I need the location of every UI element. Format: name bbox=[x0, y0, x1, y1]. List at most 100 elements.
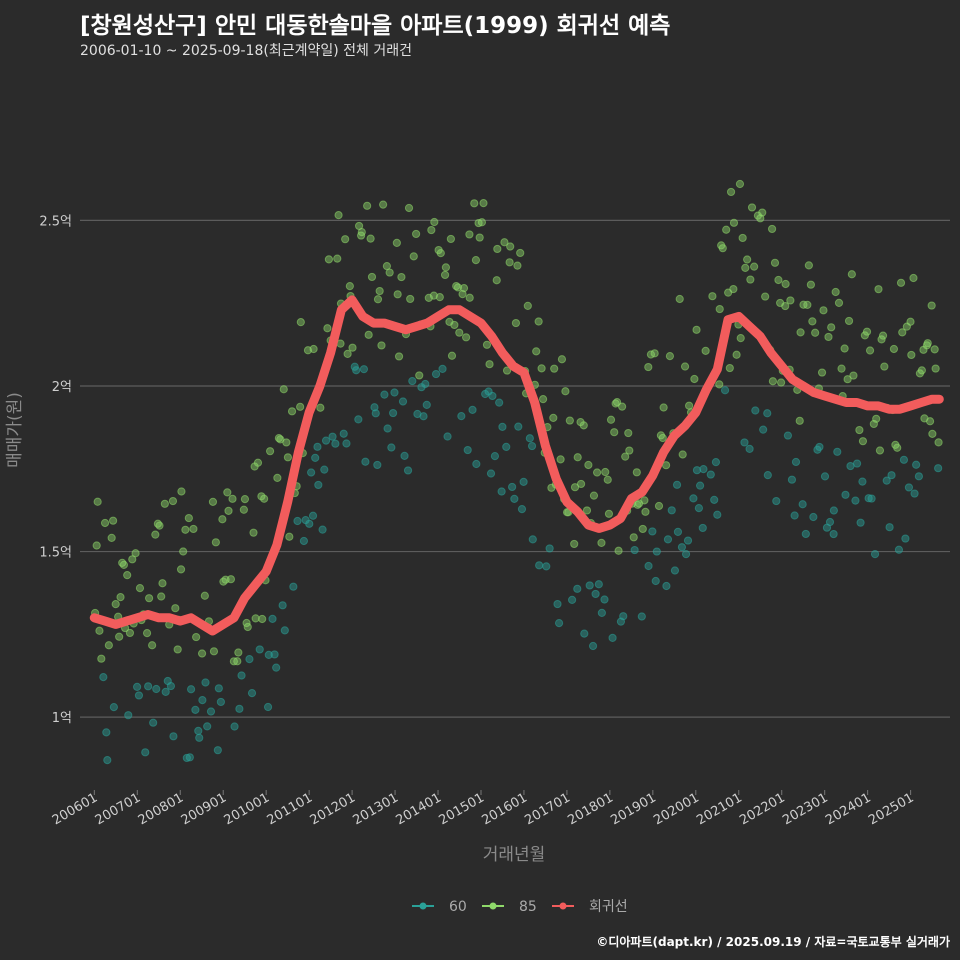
scatter-point-85 bbox=[722, 225, 731, 234]
scatter-point-60 bbox=[103, 755, 112, 765]
scatter-point-85 bbox=[171, 604, 180, 613]
scatter-point-85 bbox=[234, 648, 243, 657]
scatter-point-60 bbox=[698, 523, 707, 533]
scatter-point-85 bbox=[735, 179, 745, 189]
scatter-point-60 bbox=[858, 477, 867, 486]
scatter-point-85 bbox=[470, 199, 479, 208]
x-axis-title: 거래년월 bbox=[483, 845, 546, 865]
scatter-point-85 bbox=[576, 479, 586, 489]
scatter-point-85 bbox=[738, 233, 747, 243]
scatter-point-85 bbox=[131, 549, 140, 558]
scatter-point-85 bbox=[573, 453, 582, 462]
scatter-point-85 bbox=[363, 201, 372, 210]
scatter-point-60 bbox=[305, 519, 314, 528]
scatter-point-85 bbox=[116, 593, 125, 602]
scatter-point-60 bbox=[672, 480, 682, 489]
scatter-point-85 bbox=[128, 555, 137, 564]
scatter-point-85 bbox=[493, 244, 502, 254]
scatter-point-85 bbox=[324, 255, 333, 264]
scatter-point-60 bbox=[313, 442, 322, 451]
scatter-point-85 bbox=[440, 270, 450, 280]
scatter-point-85 bbox=[539, 395, 548, 404]
scatter-point-60 bbox=[214, 684, 223, 693]
scatter-point-60 bbox=[885, 523, 894, 532]
scatter-point-85 bbox=[781, 279, 790, 289]
scatter-point-85 bbox=[582, 506, 592, 515]
scatter-point-85 bbox=[928, 429, 937, 438]
scatter-point-85 bbox=[192, 632, 201, 642]
scatter-point-85 bbox=[239, 505, 248, 514]
scatter-point-85 bbox=[429, 291, 438, 300]
scatter-point-85 bbox=[461, 333, 471, 342]
scatter-point-60 bbox=[864, 494, 873, 503]
scatter-point-85 bbox=[650, 349, 659, 358]
scatter-point-60 bbox=[751, 406, 760, 415]
scatter-point-60 bbox=[191, 705, 200, 714]
scatter-point-60 bbox=[740, 438, 749, 447]
scatter-point-60 bbox=[763, 471, 772, 480]
scatter-point-60 bbox=[608, 633, 617, 642]
scatter-point-60 bbox=[328, 432, 337, 441]
scatter-point-85 bbox=[896, 278, 906, 287]
scatter-point-60 bbox=[798, 500, 807, 509]
scatter-point-60 bbox=[670, 566, 680, 575]
scatter-point-60 bbox=[790, 511, 799, 520]
scatter-point-85 bbox=[296, 402, 305, 411]
scatter-point-60 bbox=[280, 626, 289, 635]
scatter-point-60 bbox=[264, 650, 273, 659]
scatter-point-85 bbox=[675, 294, 684, 304]
scatter-point-60 bbox=[339, 429, 348, 438]
legend-label: 60 bbox=[449, 899, 467, 915]
scatter-point-85 bbox=[505, 258, 514, 267]
x-tick-label: 201001 bbox=[222, 790, 272, 828]
scatter-point-60 bbox=[791, 457, 801, 467]
scatter-point-85 bbox=[273, 473, 282, 483]
scatter-point-60 bbox=[573, 584, 582, 593]
scatter-point-60 bbox=[829, 529, 838, 539]
scatter-point-60 bbox=[161, 687, 170, 696]
scatter-point-85 bbox=[189, 524, 198, 534]
scatter-point-85 bbox=[715, 380, 724, 389]
scatter-point-85 bbox=[357, 227, 366, 237]
scatter-point-85 bbox=[725, 363, 734, 373]
scatter-point-60 bbox=[380, 390, 389, 399]
scatter-point-85 bbox=[614, 546, 623, 555]
scatter-point-85 bbox=[708, 292, 717, 301]
scatter-point-60 bbox=[699, 465, 708, 474]
scatter-point-85 bbox=[377, 341, 386, 350]
scatter-point-60 bbox=[542, 562, 551, 571]
x-tick-label: 202201 bbox=[737, 790, 787, 828]
scatter-point-60 bbox=[662, 581, 671, 591]
scatter-point-85 bbox=[931, 364, 940, 373]
scatter-point-85 bbox=[115, 632, 124, 641]
y-tick-label: 1억 bbox=[52, 711, 72, 726]
scatter-point-60 bbox=[472, 459, 481, 469]
scatter-point-60 bbox=[851, 496, 860, 505]
y-tick-label: 2.5억 bbox=[39, 214, 72, 229]
scatter-point-85 bbox=[285, 532, 294, 541]
scatter-point-85 bbox=[906, 317, 915, 326]
scatter-point-85 bbox=[819, 306, 828, 315]
scatter-point-60 bbox=[783, 431, 793, 440]
scatter-point-85 bbox=[157, 592, 166, 601]
scatter-point-60 bbox=[99, 673, 108, 682]
scatter-point-60 bbox=[545, 544, 554, 553]
y-tick-label: 1.5억 bbox=[39, 546, 72, 561]
scatter-point-85 bbox=[109, 516, 118, 525]
x-tick-label: 200801 bbox=[136, 790, 186, 828]
scatter-points bbox=[90, 179, 943, 765]
scatter-point-85 bbox=[827, 323, 836, 332]
scatter-point-60 bbox=[419, 412, 428, 421]
scatter-point-60 bbox=[373, 460, 382, 470]
scatter-point-85 bbox=[811, 328, 820, 337]
scatter-point-85 bbox=[641, 507, 650, 516]
scatter-point-85 bbox=[808, 317, 817, 326]
scatter-point-85 bbox=[181, 525, 190, 534]
scatter-point-60 bbox=[307, 468, 316, 477]
scatter-point-60 bbox=[194, 726, 203, 736]
scatter-point-85 bbox=[909, 273, 918, 283]
scatter-point-60 bbox=[272, 663, 281, 672]
scatter-point-60 bbox=[720, 386, 730, 395]
x-tick-label: 201601 bbox=[479, 790, 529, 828]
scatter-point-60 bbox=[443, 432, 452, 441]
